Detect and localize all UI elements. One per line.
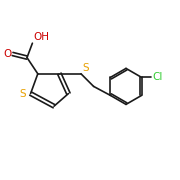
- Text: O: O: [3, 49, 12, 59]
- Text: Cl: Cl: [152, 72, 163, 82]
- Text: S: S: [82, 63, 89, 73]
- Text: OH: OH: [33, 32, 49, 42]
- Text: S: S: [19, 89, 26, 99]
